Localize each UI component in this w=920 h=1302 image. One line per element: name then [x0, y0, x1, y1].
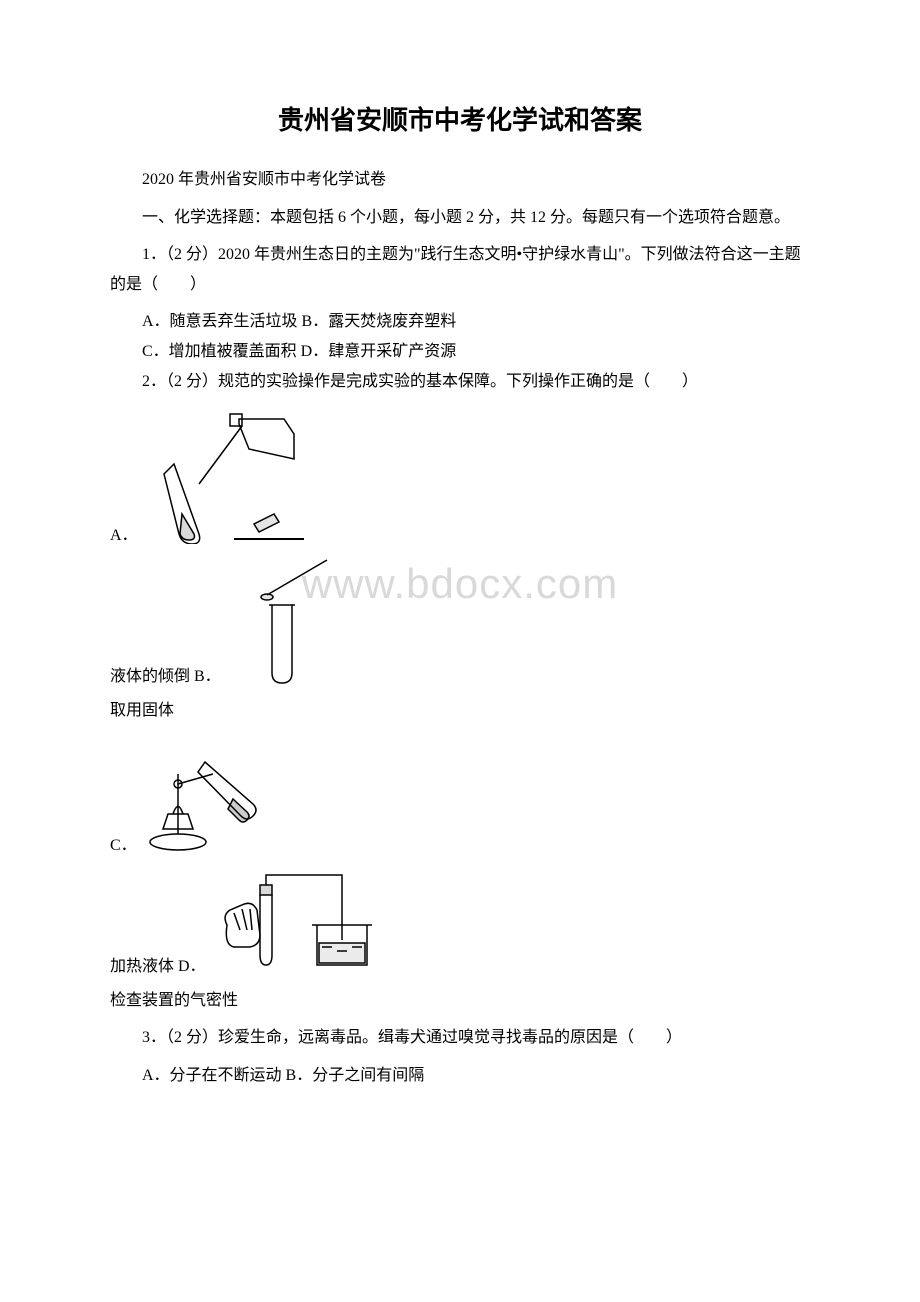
- q1-option-cd: C．增加植被覆盖面积 D．肆意开采矿产资源: [110, 337, 810, 367]
- document-content: 贵州省安顺市中考化学试和答案 2020 年贵州省安顺市中考化学试卷 一、化学选择…: [110, 100, 810, 1091]
- question-1: 1．（2 分）2020 年贵州生态日的主题为"践行生态文明•守护绿水青山"。下列…: [110, 240, 810, 299]
- q2-a-prefix: A．: [110, 521, 138, 545]
- q2-c-prefix: C．: [110, 831, 137, 855]
- subtitle-line: 2020 年贵州省安顺市中考化学试卷: [110, 165, 810, 195]
- q2-c-label: 加热液体 D．: [110, 952, 206, 976]
- q1-option-ab: A．随意丢弃生活垃圾 B．露天焚烧废弃塑料: [110, 307, 810, 337]
- q2-option-c-row: C．: [110, 734, 810, 859]
- section-1-header: 一、化学选择题：本题包括 6 个小题，每小题 2 分，共 12 分。每题只有一个…: [110, 203, 810, 233]
- q2-option-d-row: 加热液体 D．: [110, 865, 810, 980]
- q2-option-a-row: A．: [110, 404, 810, 549]
- q2-c-illustration: [143, 734, 293, 859]
- q2-a-label: 液体的倾倒 B．: [110, 662, 221, 686]
- q2-b-label: 取用固体: [110, 696, 810, 726]
- q2-b-illustration: [227, 555, 347, 690]
- q2-option-b-row: 液体的倾倒 B．: [110, 555, 810, 690]
- question-3: 3．（2 分）珍爱生命，远离毒品。缉毒犬通过嗅觉寻找毒品的原因是（ ）: [110, 1023, 810, 1053]
- question-2: 2．（2 分）规范的实验操作是完成实验的基本保障。下列操作正确的是（ ）: [110, 367, 810, 397]
- q2-d-illustration: [212, 865, 382, 980]
- q2-d-label: 检查装置的气密性: [110, 986, 810, 1016]
- q3-option-ab: A．分子在不断运动 B．分子之间有间隔: [110, 1061, 810, 1091]
- page-title: 贵州省安顺市中考化学试和答案: [110, 100, 810, 137]
- q2-a-illustration: [144, 404, 314, 549]
